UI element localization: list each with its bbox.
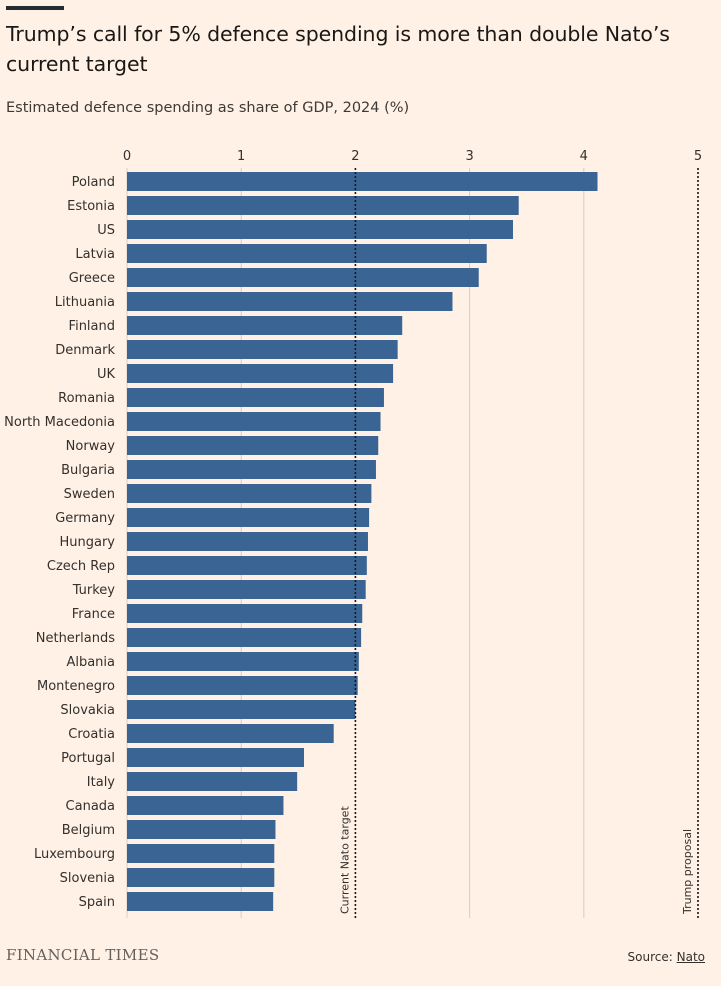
bar-slovenia <box>127 868 275 887</box>
category-label: Norway <box>66 439 116 454</box>
bar-portugal <box>127 748 305 767</box>
category-label: Czech Rep <box>47 559 115 574</box>
bar-canada <box>127 796 284 815</box>
category-label: Denmark <box>55 343 115 358</box>
top-rule <box>6 6 64 10</box>
x-tick-label: 1 <box>237 149 245 164</box>
category-label: North Macedonia <box>4 415 115 430</box>
bar-germany <box>127 508 370 527</box>
ft-logo: FINANCIAL TIMES <box>6 946 160 964</box>
bar-albania <box>127 652 359 671</box>
category-label: Luxembourg <box>34 847 115 862</box>
source-link[interactable]: Nato <box>676 950 705 964</box>
category-label: Portugal <box>61 751 115 766</box>
category-label: Hungary <box>59 535 115 550</box>
bar-us <box>127 220 513 239</box>
category-label: Bulgaria <box>61 463 115 478</box>
x-tick-label: 5 <box>694 149 702 164</box>
bar-slovakia <box>127 700 356 719</box>
category-label: Lithuania <box>55 295 115 310</box>
bar-netherlands <box>127 628 362 647</box>
source-prefix: Source: <box>627 950 677 964</box>
reference-line-label: Current Nato target <box>338 806 351 914</box>
bar-belgium <box>127 820 276 839</box>
category-label: Finland <box>69 319 115 334</box>
bar-lithuania <box>127 292 453 311</box>
x-axis-ticks: 0 1 2 3 4 5 <box>123 149 702 164</box>
category-label: Poland <box>72 175 115 190</box>
category-label: Belgium <box>62 823 115 838</box>
bar-denmark <box>127 340 398 359</box>
x-tick-label: 4 <box>580 149 588 164</box>
category-label: Estonia <box>67 199 115 214</box>
bar-italy <box>127 772 298 791</box>
chart-subtitle: Estimated defence spending as share of G… <box>6 100 410 116</box>
category-label: Italy <box>87 775 116 790</box>
x-tick-label: 3 <box>465 149 473 164</box>
category-label: Germany <box>55 511 115 526</box>
bar-france <box>127 604 363 623</box>
source-note: Source: Nato <box>628 950 705 964</box>
category-label: Greece <box>69 271 115 286</box>
bar-turkey <box>127 580 366 599</box>
reference-lines: Current Nato target Trump proposal <box>338 168 699 918</box>
bar-poland <box>127 172 598 191</box>
category-label: Turkey <box>72 583 116 598</box>
bar-greece <box>127 268 479 287</box>
bar-latvia <box>127 244 487 263</box>
category-labels: Poland Estonia US Latvia Greece Lithuania Finl… <box>4 175 115 910</box>
category-label: Montenegro <box>37 679 115 694</box>
bar-finland <box>127 316 403 335</box>
category-label: Romania <box>58 391 115 406</box>
bar-uk <box>127 364 394 383</box>
category-label: France <box>72 607 115 622</box>
reference-line-label: Trump proposal <box>681 829 694 915</box>
bars <box>127 172 598 911</box>
bar-hungary <box>127 532 368 551</box>
bar-romania <box>127 388 384 407</box>
category-label: Spain <box>79 895 115 910</box>
category-label: Slovakia <box>60 703 115 718</box>
bar-sweden <box>127 484 372 503</box>
x-tick-label: 2 <box>351 149 359 164</box>
category-label: Sweden <box>64 487 115 502</box>
bar-estonia <box>127 196 519 215</box>
category-label: Canada <box>66 799 115 814</box>
bar-czech-rep <box>127 556 367 575</box>
category-label: Albania <box>66 655 115 670</box>
category-label: UK <box>97 367 116 382</box>
bar-luxembourg <box>127 844 275 863</box>
bar-chart: Poland Estonia US Latvia Greece Lithuania Finl… <box>4 149 702 918</box>
bar-norway <box>127 436 379 455</box>
category-label: US <box>97 223 115 238</box>
bar-bulgaria <box>127 460 376 479</box>
category-label: Latvia <box>75 247 115 262</box>
chart-title: Trump’s call for 5% defence spending is … <box>6 22 670 76</box>
category-label: Slovenia <box>60 871 115 886</box>
category-label: Croatia <box>68 727 115 742</box>
bar-north-macedonia <box>127 412 381 431</box>
category-label: Netherlands <box>36 631 115 646</box>
x-tick-label: 0 <box>123 149 131 164</box>
bar-spain <box>127 892 274 911</box>
bar-montenegro <box>127 676 358 695</box>
bar-croatia <box>127 724 334 743</box>
